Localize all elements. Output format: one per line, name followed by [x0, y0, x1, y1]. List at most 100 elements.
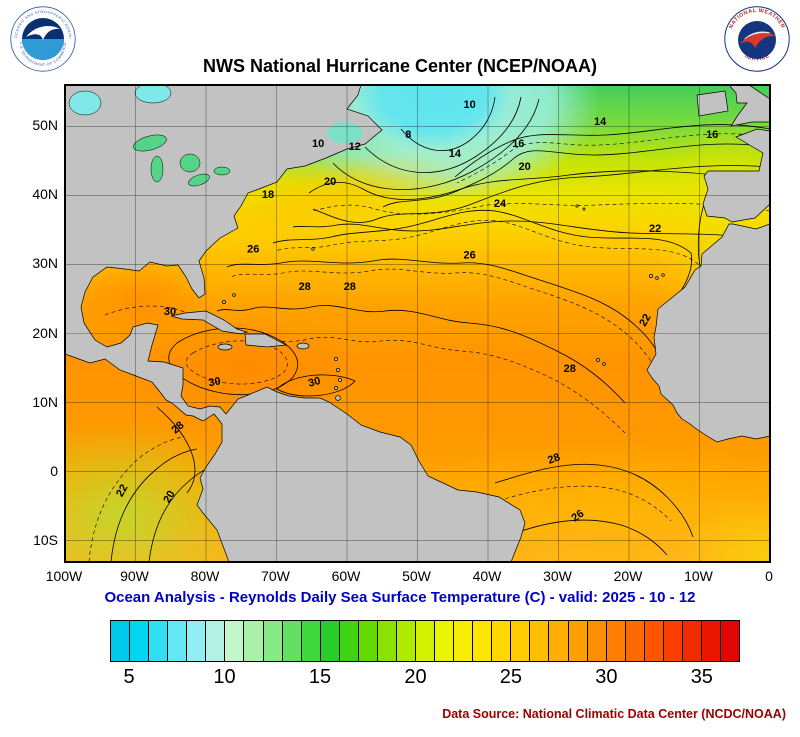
colorbar-cell [243, 621, 263, 661]
colorbar-cell [624, 621, 644, 661]
land-africa [646, 223, 770, 443]
x-tick-label: 0 [765, 568, 773, 584]
colorbar-cell [586, 621, 606, 661]
land-uk [728, 85, 770, 127]
colorbar-tick-label: 10 [213, 666, 236, 688]
contour-label: 28 [344, 281, 356, 293]
contour-label: 30 [208, 375, 222, 389]
contour-label: 30 [307, 375, 322, 390]
noaa-bird-icon [26, 25, 60, 40]
y-tick-label: 0 [50, 462, 58, 479]
contour-label: 24 [494, 198, 507, 210]
colorbar-cell [111, 621, 130, 661]
colorbar-cell [262, 621, 282, 661]
contour-label: 8 [405, 129, 411, 141]
land-ireland [696, 90, 729, 117]
x-tick-label: 20W [613, 568, 643, 584]
page-title: NWS National Hurricane Center (NCEP/NOAA… [202, 56, 598, 76]
colorbar-cell [186, 621, 206, 661]
data-source-text: Data Source: National Climatic Data Cent… [442, 707, 786, 721]
colorbar-cell [129, 621, 149, 661]
colorbar-cell [376, 621, 396, 661]
colorbar-cell [434, 621, 454, 661]
contour-label: 26 [464, 249, 476, 261]
x-tick-label: 60W [331, 568, 361, 584]
nws-bird-icon [740, 32, 776, 48]
contour-label: 18 [262, 189, 274, 201]
x-tick-label: 10W [684, 568, 713, 584]
minor-islands [222, 204, 665, 401]
contour-label: 28 [564, 363, 576, 375]
island-jamaica [217, 343, 233, 351]
contour-label: 28 [299, 281, 311, 293]
colorbar-cell [319, 621, 339, 661]
contour-label: 20 [161, 489, 178, 506]
y-tick-label: 30N [32, 255, 58, 272]
colorbar-cell [357, 621, 377, 661]
contour-label: 12 [349, 141, 361, 153]
colorbar-cell [605, 621, 625, 661]
colorbar-cell [681, 621, 701, 661]
contour-label: 20 [519, 161, 531, 173]
contour-label: 16 [706, 129, 718, 141]
colorbar-tick-label: 25 [499, 666, 523, 688]
contour-label: 26 [247, 244, 259, 256]
contour-lines [88, 96, 770, 562]
colorbar-cell [395, 621, 415, 661]
island-cuba [170, 310, 249, 335]
colorbar-cell [700, 621, 720, 661]
contour-label: 26 [569, 508, 586, 525]
nws-logo: NATIONAL WEATHER SERVICE [724, 6, 790, 72]
x-tick-label: 100W [45, 568, 83, 584]
noaa-logo: NATIONAL OCEANIC AND ATMOSPHERIC ADMINIS… [10, 6, 76, 72]
colorbar-cell [510, 621, 530, 661]
colorbar-cell [338, 621, 358, 661]
contour-label: 28 [546, 451, 562, 466]
colorbar-cell [472, 621, 492, 661]
colorbar-cell [662, 621, 682, 661]
contour-label: 10 [464, 99, 476, 111]
y-tick-label: 50N [32, 117, 58, 134]
colorbar-cell [491, 621, 511, 661]
colorbar-cell [548, 621, 568, 661]
contour-label: 14 [449, 148, 462, 160]
colorbar-tick-label: 20 [404, 666, 427, 688]
contour-label: 22 [649, 223, 661, 235]
x-tick-label: 40W [472, 568, 502, 584]
colorbar-cell [205, 621, 225, 661]
noaa-emblem-sea [22, 39, 64, 60]
colorbar-cell [567, 621, 587, 661]
y-tick-label: 40N [32, 186, 58, 203]
colorbar-cell [643, 621, 663, 661]
contour-label: 16 [512, 138, 524, 150]
colorbar-cell [720, 621, 740, 661]
inland-waters [68, 85, 363, 187]
colorbar-cell [224, 621, 244, 661]
x-tick-label: 70W [261, 568, 290, 584]
great-lakes [133, 134, 231, 187]
grid-lines [65, 85, 770, 562]
x-tick-label: 30W [543, 568, 572, 584]
colorbar-cell [453, 621, 473, 661]
map-frame [64, 84, 771, 563]
colorbar-cell [529, 621, 549, 661]
colorbar-tick-label: 5 [123, 666, 135, 688]
y-tick-label: 10N [32, 393, 58, 410]
contour-label: 14 [594, 116, 607, 128]
colorbar-tick-label: 35 [690, 666, 713, 688]
colorbar-cell [281, 621, 301, 661]
map-caption: Ocean Analysis - Reynolds Daily Sea Surf… [104, 589, 696, 606]
colorbar-tick-label: 15 [308, 666, 332, 688]
colorbar-tick-label: 30 [595, 666, 618, 688]
contour-label: 22 [637, 312, 654, 329]
land-americas [65, 85, 526, 562]
colorbar-cell [148, 621, 168, 661]
colorbar-cell [300, 621, 320, 661]
contour-label: 30 [164, 306, 176, 318]
colorbar-cell [167, 621, 187, 661]
land-iberia-france [702, 128, 770, 223]
x-tick-label: 50W [402, 568, 431, 584]
contour-labels: 10 8 10 12 14 16 14 16 20 18 24 20 22 26 26 28 28 30 22 28 3… [114, 99, 718, 525]
land-masses [65, 85, 770, 562]
